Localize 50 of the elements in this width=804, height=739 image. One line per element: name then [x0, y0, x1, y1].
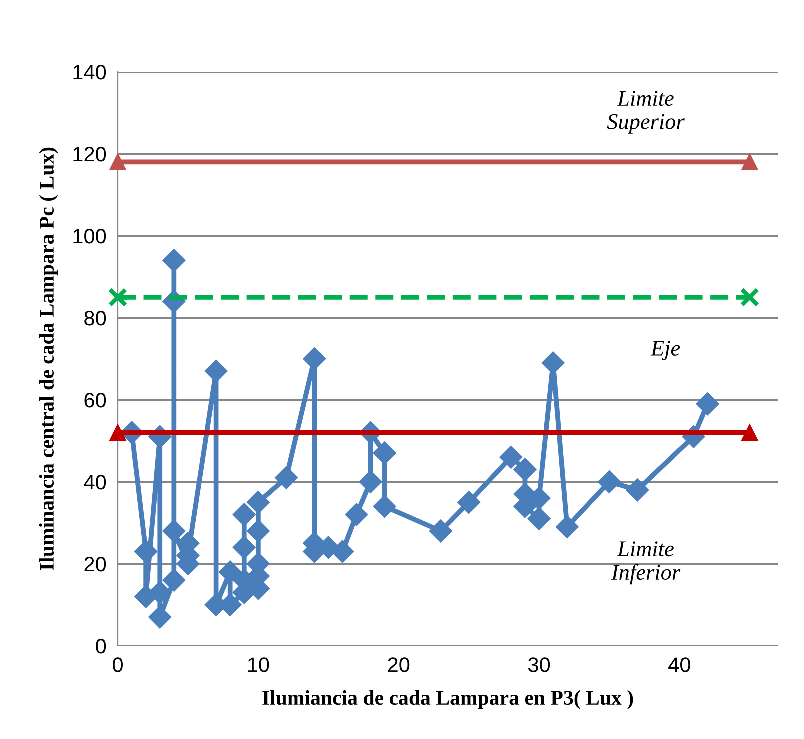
point: [110, 154, 126, 171]
x-tick-label: 40: [668, 658, 690, 672]
y-axis-title: Iluminancia central de cada Lampara Pc ( Lux): [39, 148, 58, 570]
point: [373, 442, 396, 465]
point: [528, 507, 551, 530]
point: [458, 491, 481, 514]
point: [303, 348, 326, 370]
point: [429, 520, 452, 543]
y-tick-label: 40: [84, 475, 106, 490]
point: [556, 516, 579, 539]
y-tick-label: 0: [96, 639, 106, 654]
point: [275, 466, 298, 490]
point: [232, 536, 256, 560]
point: [514, 458, 537, 482]
point: [742, 154, 758, 171]
point: [232, 503, 256, 526]
point: [246, 491, 270, 514]
y-tick-label: 140: [74, 65, 106, 80]
point: [246, 520, 270, 543]
point: [134, 540, 158, 564]
y-tick-label: 20: [84, 557, 106, 572]
point: [345, 503, 368, 526]
point: [162, 520, 186, 543]
point: [598, 470, 621, 494]
point: [108, 288, 128, 308]
x-tick-label: 10: [248, 658, 270, 672]
x-tick-label: 20: [388, 658, 410, 672]
point: [500, 446, 523, 469]
point: [148, 606, 172, 629]
x-tick-label: 30: [528, 658, 550, 672]
x-axis-title: Ilumiancia de cada Lampara en P3( Lux ): [262, 690, 634, 710]
point: [742, 424, 758, 442]
y-tick-label: 120: [74, 147, 106, 162]
annotation: Eje: [650, 341, 680, 360]
y-tick-label: 60: [84, 393, 106, 408]
point: [218, 560, 242, 584]
point: [162, 249, 186, 272]
x-tick-label: 0: [113, 658, 123, 672]
point: [162, 568, 186, 592]
y-tick-label: 100: [74, 229, 106, 244]
point: [740, 288, 760, 308]
annotation: Limite Superior: [607, 91, 685, 134]
point: [373, 495, 396, 518]
point: [110, 424, 126, 442]
point: [696, 392, 720, 416]
annotation: Limite Inferior: [611, 542, 681, 585]
point: [359, 470, 382, 494]
point: [626, 478, 650, 502]
point: [204, 360, 228, 383]
y-tick-label: 80: [84, 311, 106, 326]
